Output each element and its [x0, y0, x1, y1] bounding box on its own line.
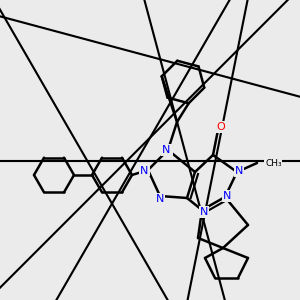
Text: O: O [217, 122, 225, 132]
Text: N: N [235, 166, 243, 176]
Text: CH₃: CH₃ [265, 158, 282, 167]
Text: N: N [140, 166, 148, 176]
Text: N: N [200, 207, 208, 217]
Text: N: N [164, 145, 172, 155]
Text: N: N [141, 165, 149, 175]
Text: N: N [162, 145, 170, 155]
Text: N: N [156, 194, 164, 204]
Text: N: N [223, 191, 231, 201]
